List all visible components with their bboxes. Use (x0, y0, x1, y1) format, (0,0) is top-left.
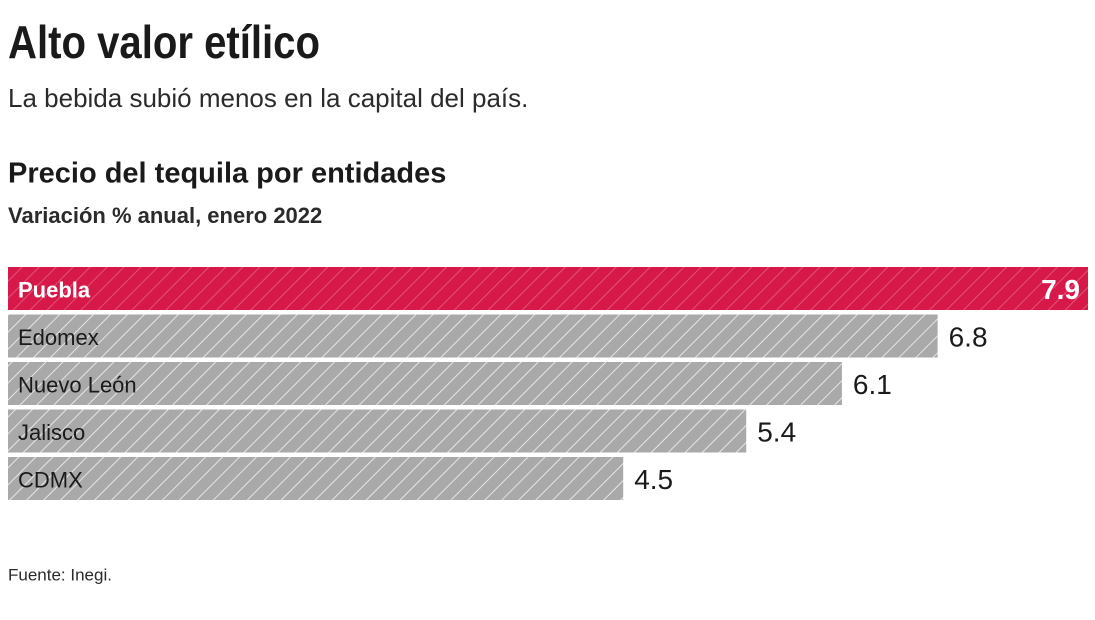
category-label: Nuevo León (18, 372, 137, 397)
value-label: 7.9 (1041, 274, 1080, 305)
category-label: Edomex (18, 325, 99, 350)
category-label: Jalisco (18, 420, 85, 445)
bar (8, 409, 747, 453)
category-label: CDMX (18, 467, 83, 492)
section-subtitle: Variación % anual, enero 2022 (8, 203, 322, 228)
bar (8, 267, 1088, 310)
bars: Puebla 7.9 Edomex 6.8 Nuevo León 6.1 Jalisco 5.… (8, 267, 1088, 500)
chart-subtitle: La bebida subió menos en la capital del … (8, 83, 528, 113)
bar (8, 457, 624, 500)
bar (8, 362, 842, 405)
value-label: 4.5 (634, 464, 673, 495)
chart-title: Alto valor etílico (8, 16, 320, 68)
section-title: Precio del tequila por entidades (8, 158, 446, 190)
bar (8, 314, 938, 358)
source: Fuente: Inegi. (8, 565, 112, 584)
value-label: 5.4 (757, 416, 796, 447)
value-label: 6.8 (949, 321, 988, 352)
category-label: Puebla (18, 277, 91, 302)
value-label: 6.1 (853, 369, 892, 400)
